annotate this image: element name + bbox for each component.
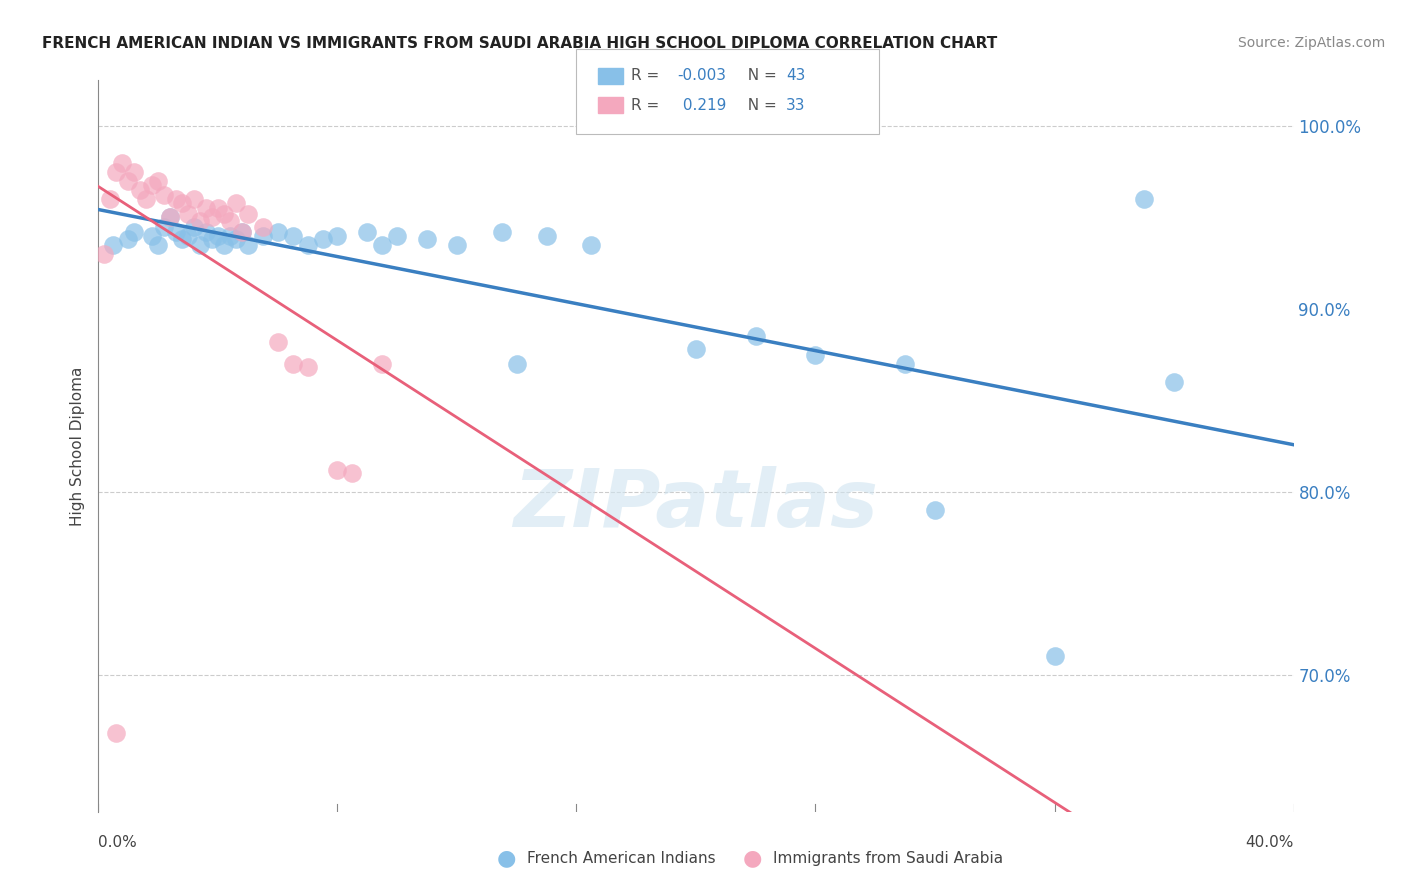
Point: [252, 228, 274, 243]
Point: [103, 237, 125, 252]
Point: [195, 201, 218, 215]
Point: [172, 195, 194, 210]
Point: [342, 467, 364, 481]
Point: [207, 228, 229, 243]
Point: [195, 225, 218, 239]
Text: FRENCH AMERICAN INDIAN VS IMMIGRANTS FROM SAUDI ARABIA HIGH SCHOOL DIPLOMA CORRE: FRENCH AMERICAN INDIAN VS IMMIGRANTS FRO…: [42, 36, 997, 51]
Point: [183, 219, 205, 234]
Point: [153, 188, 176, 202]
Point: [183, 192, 205, 206]
Point: [100, 192, 122, 206]
Point: [267, 334, 290, 349]
Point: [506, 357, 529, 371]
Text: 33: 33: [786, 98, 806, 112]
Text: ●: ●: [496, 848, 516, 868]
Point: [159, 211, 181, 225]
Point: [231, 225, 253, 239]
Text: French American Indians: French American Indians: [527, 851, 716, 865]
Text: R =: R =: [631, 98, 665, 112]
Text: 0.219: 0.219: [678, 98, 725, 112]
Point: [93, 247, 115, 261]
Point: [326, 463, 349, 477]
Point: [894, 357, 917, 371]
Point: [281, 357, 304, 371]
Point: [188, 214, 211, 228]
Point: [231, 225, 253, 239]
Point: [297, 360, 319, 375]
Point: [135, 192, 157, 206]
Text: R =: R =: [631, 69, 665, 83]
Text: ZIPatlas: ZIPatlas: [513, 466, 879, 543]
Point: [148, 237, 170, 252]
Point: [371, 357, 394, 371]
Text: Source: ZipAtlas.com: Source: ZipAtlas.com: [1237, 36, 1385, 50]
Point: [446, 237, 468, 252]
Y-axis label: High School Diploma: High School Diploma: [70, 367, 86, 525]
Text: Immigrants from Saudi Arabia: Immigrants from Saudi Arabia: [773, 851, 1004, 865]
Text: 40.0%: 40.0%: [1246, 836, 1294, 850]
Text: N =: N =: [738, 98, 782, 112]
Text: 43: 43: [786, 69, 806, 83]
Point: [141, 178, 163, 192]
Point: [177, 207, 200, 221]
Point: [236, 207, 259, 221]
Point: [685, 342, 707, 356]
Point: [924, 503, 946, 517]
Point: [745, 329, 768, 343]
Point: [219, 228, 242, 243]
Point: [267, 225, 290, 239]
Point: [804, 347, 827, 362]
Point: [188, 237, 211, 252]
Point: [105, 726, 128, 740]
Point: [165, 192, 187, 206]
Point: [1043, 649, 1066, 664]
Point: [1133, 192, 1156, 206]
Text: N =: N =: [738, 69, 782, 83]
Point: [172, 232, 194, 246]
Point: [124, 225, 146, 239]
Point: [252, 219, 274, 234]
Point: [165, 225, 187, 239]
Point: [356, 225, 378, 239]
Point: [326, 228, 349, 243]
Point: [148, 174, 170, 188]
Point: [491, 225, 513, 239]
Point: [212, 237, 235, 252]
Point: [153, 219, 176, 234]
Point: [141, 228, 163, 243]
Text: ●: ●: [742, 848, 762, 868]
Point: [129, 183, 152, 197]
Text: 0.0%: 0.0%: [98, 836, 138, 850]
Point: [219, 214, 242, 228]
Point: [311, 232, 333, 246]
Point: [212, 207, 235, 221]
Point: [225, 195, 247, 210]
Point: [536, 228, 558, 243]
Point: [297, 237, 319, 252]
Point: [117, 174, 139, 188]
Point: [236, 237, 259, 252]
Point: [416, 232, 439, 246]
Point: [207, 201, 229, 215]
Point: [581, 237, 603, 252]
Point: [1163, 375, 1185, 389]
Point: [225, 232, 247, 246]
Point: [111, 155, 134, 169]
Text: -0.003: -0.003: [678, 69, 727, 83]
Point: [117, 232, 139, 246]
Point: [177, 228, 200, 243]
Point: [201, 232, 224, 246]
Point: [385, 228, 409, 243]
Point: [105, 164, 128, 178]
Point: [124, 164, 146, 178]
Point: [201, 211, 224, 225]
Point: [281, 228, 304, 243]
Point: [159, 211, 181, 225]
Point: [371, 237, 394, 252]
